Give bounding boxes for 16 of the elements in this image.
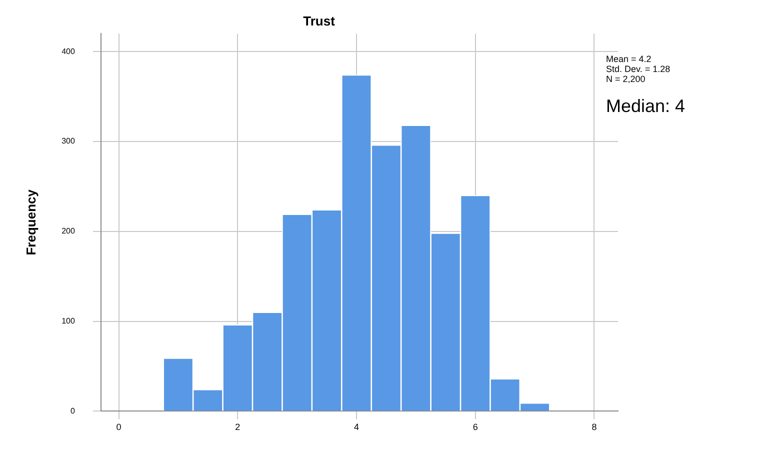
x-tick-label: 0 <box>116 422 122 432</box>
y-tick-label: 400 <box>62 46 76 56</box>
y-tick-label: 100 <box>62 316 76 326</box>
annotation: Std. Dev. = 1.28 <box>606 64 672 74</box>
y-tick-label: 200 <box>62 226 76 236</box>
x-tick-label: 2 <box>235 422 240 432</box>
x-tick-label: 4 <box>354 422 360 432</box>
x-tick-label: 6 <box>472 422 478 432</box>
x-tick-label: 8 <box>592 422 597 432</box>
y-tick-label: 300 <box>62 136 76 146</box>
annotation: Mean = 4.2 <box>606 54 652 64</box>
y-axis-title: Frequency <box>23 188 38 256</box>
annotation: N = 2,200 <box>606 74 646 84</box>
chart-title: Trust <box>303 13 336 28</box>
y-tick-label: 0 <box>70 406 76 416</box>
annotation: Median: 4 <box>606 96 686 117</box>
